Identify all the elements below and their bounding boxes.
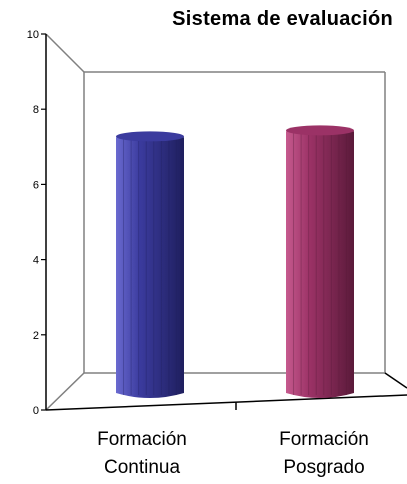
left-depth-top [45, 33, 85, 73]
x-axis-labels: Formación Continua Formación Posgrado [97, 429, 369, 478]
y-axis: 0 2 4 6 8 10 [27, 29, 46, 417]
bar-cap [116, 131, 184, 142]
bar-cap [286, 125, 354, 136]
y-tick-label: 0 [33, 405, 39, 417]
y-tick-label: 8 [33, 104, 39, 116]
chart-title: Sistema de evaluación [172, 8, 393, 30]
x-category-label: Formación [279, 429, 369, 450]
x-category-label: Posgrado [283, 457, 364, 478]
y-tick-label: 2 [33, 330, 39, 342]
x-axis-line [45, 394, 407, 411]
right-depth-bottom [384, 372, 407, 389]
x-category-label: Continua [104, 457, 180, 478]
bar-1 [116, 131, 184, 399]
bars [116, 125, 354, 399]
y-tick-label: 10 [27, 29, 39, 41]
bar-body [286, 126, 354, 399]
bar-body [116, 132, 184, 399]
y-tick-label: 4 [33, 255, 39, 267]
x-category-label: Formación [97, 429, 187, 450]
left-depth-bottom [45, 372, 85, 411]
bar-2 [286, 125, 354, 399]
y-tick-label: 6 [33, 179, 39, 191]
